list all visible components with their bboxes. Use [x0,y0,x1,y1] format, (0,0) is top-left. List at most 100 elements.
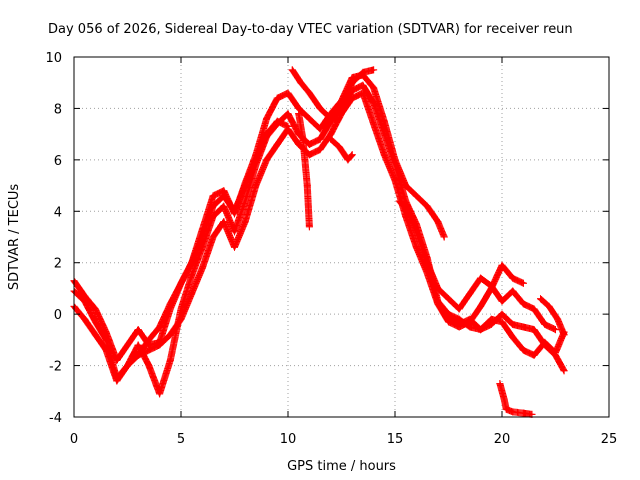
data-point [477,274,485,282]
data-point [134,341,142,349]
data-point [498,318,506,326]
data-point [466,290,474,298]
data-point [188,259,196,267]
data-point [560,367,568,375]
data-point [530,305,538,313]
data-point [284,110,292,118]
data-point [404,207,412,215]
data-point [509,274,517,282]
x-tick-label: 15 [387,432,404,447]
data-markers [70,66,568,418]
data-point [231,228,238,236]
data-point [552,326,559,334]
data-point [370,99,378,107]
data-point [348,79,356,87]
data-point [327,135,335,143]
data-point [519,346,527,354]
data-point [166,300,174,308]
data-point [434,218,442,226]
data-point [91,331,99,339]
data-point [359,68,367,76]
series-track-7 [288,66,378,123]
data-point [530,326,538,334]
data-point [530,351,538,359]
data-point [166,331,174,339]
data-point [359,81,367,89]
data-point [177,279,185,287]
data-point [477,326,485,334]
data-point [496,380,504,388]
data-point [305,140,313,148]
data-point [316,146,324,154]
data-point [423,202,431,210]
data-point [209,192,217,200]
x-tick-label: 20 [494,432,511,447]
data-point [434,300,442,308]
data-point [338,104,345,112]
data-point [370,66,378,74]
y-tick-label: 2 [54,257,62,272]
data-point [91,318,99,326]
data-point [299,135,307,143]
data-point [509,408,517,416]
data-point [134,326,142,334]
data-point [412,228,420,236]
data-point [370,120,378,128]
data-point [541,320,549,328]
series-track-4 [134,117,292,359]
data-point [241,218,249,226]
data-point [220,218,228,226]
y-axis-label: SDTVAR / TECUs [7,184,22,291]
data-point [220,202,228,210]
data-point [198,264,206,272]
data-point [145,346,153,354]
data-point [391,176,399,184]
x-tick-label: 0 [70,432,78,447]
data-point [434,284,442,292]
data-point [188,290,196,298]
data-point [81,297,89,305]
data-point [263,115,271,123]
data-point [241,197,249,205]
series-track-8 [395,197,559,334]
series-track-6 [327,135,356,164]
data-point [145,336,153,344]
data-point [188,272,196,280]
data-point [231,243,238,251]
data-point [156,323,164,331]
data-point [198,233,206,241]
chart-title: Day 056 of 2026, Sidereal Day-to-day VTE… [48,22,573,37]
data-point [316,104,324,112]
data-point [252,182,260,190]
data-point [477,302,485,310]
data-point [545,302,553,310]
data-point [316,125,324,133]
data-point [134,351,142,359]
data-point [102,346,110,354]
data-point [502,405,510,413]
data-point [220,192,228,200]
data-point [288,66,296,74]
x-tick-label: 5 [177,432,185,447]
data-point [348,94,356,102]
data-point [209,233,217,241]
data-point [348,151,356,159]
data-point [177,315,185,323]
data-point [305,115,313,123]
data-point [231,207,238,215]
y-tick-label: 0 [54,308,62,323]
data-point [252,156,260,164]
y-tick-label: 4 [54,205,62,220]
data-point [412,192,420,200]
data-point [303,182,311,190]
data-point [284,89,292,97]
data-point [466,315,474,323]
data-point [273,94,281,102]
data-point [91,305,99,313]
data-point [487,282,495,290]
data-point [395,197,403,205]
data-point [263,156,271,164]
data-point [81,315,89,323]
